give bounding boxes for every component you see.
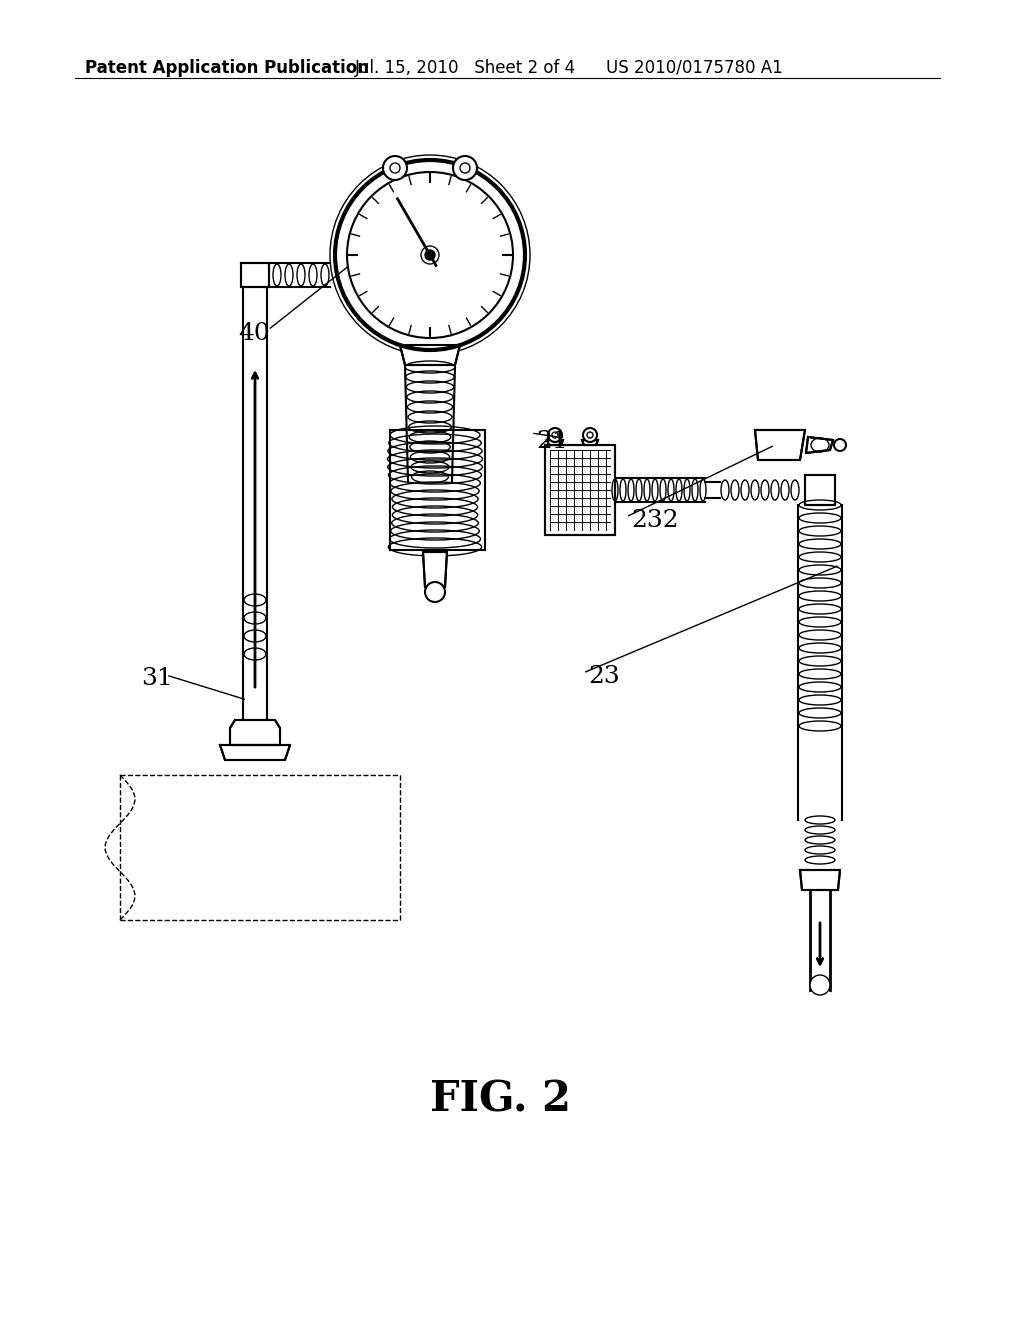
Circle shape — [425, 582, 445, 602]
Polygon shape — [705, 484, 720, 496]
Text: FIG. 2: FIG. 2 — [429, 1078, 570, 1119]
Circle shape — [425, 249, 435, 260]
Polygon shape — [805, 475, 835, 506]
Polygon shape — [755, 430, 805, 459]
Circle shape — [834, 440, 846, 451]
Text: Patent Application Publication: Patent Application Publication — [85, 59, 369, 77]
Polygon shape — [800, 870, 840, 890]
Text: 23: 23 — [588, 665, 620, 688]
Polygon shape — [230, 719, 280, 744]
Text: 21: 21 — [536, 430, 567, 453]
Polygon shape — [400, 345, 460, 366]
Polygon shape — [545, 445, 615, 535]
Polygon shape — [423, 552, 447, 587]
Text: US 2010/0175780 A1: US 2010/0175780 A1 — [606, 59, 782, 77]
Circle shape — [453, 156, 477, 180]
Polygon shape — [806, 437, 833, 453]
Text: 31: 31 — [141, 667, 173, 690]
Text: 40: 40 — [238, 322, 269, 345]
Circle shape — [548, 428, 562, 442]
Polygon shape — [220, 744, 290, 760]
Circle shape — [583, 428, 597, 442]
Polygon shape — [582, 440, 598, 445]
Polygon shape — [390, 430, 485, 550]
Circle shape — [335, 160, 525, 350]
Text: 232: 232 — [631, 510, 679, 532]
Polygon shape — [245, 286, 265, 730]
Circle shape — [810, 975, 830, 995]
Polygon shape — [547, 440, 563, 445]
Polygon shape — [812, 890, 828, 995]
Text: Jul. 15, 2010   Sheet 2 of 4: Jul. 15, 2010 Sheet 2 of 4 — [355, 59, 577, 77]
Polygon shape — [265, 265, 330, 285]
Circle shape — [383, 156, 407, 180]
Polygon shape — [241, 263, 269, 286]
